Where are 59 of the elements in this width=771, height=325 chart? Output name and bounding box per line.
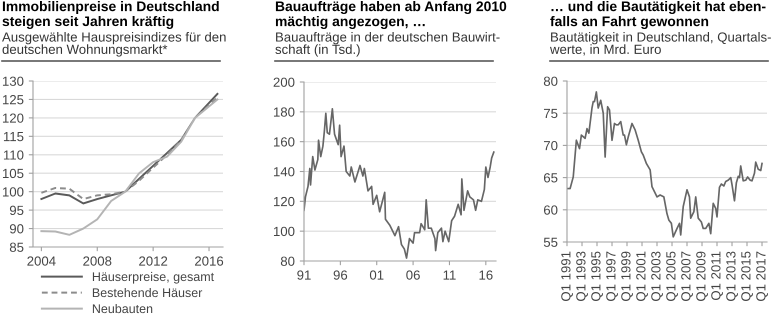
x-tick-label: Q1 2005 (666, 252, 678, 302)
x-tick-label: Q1 1997 (606, 252, 618, 302)
x-tick-label: Q1 2015 (741, 252, 753, 302)
y-tick-label: 200 (274, 78, 294, 87)
x-tick-label: 11 (444, 270, 456, 280)
y-tick-label: 120 (2, 113, 24, 123)
y-tick-label: 125 (2, 95, 24, 104)
y-tick-label: 70 (544, 140, 558, 150)
x-tick-label: Q1 1995 (591, 252, 603, 302)
y-tick-label: 100 (274, 226, 294, 236)
chart-subtitle: Ausgewählte Hauspreisindizes für den deutschen Wohnungsmarkt* (2, 32, 226, 57)
y-tick-label: 80 (280, 256, 294, 266)
y-tick-label: 100 (2, 187, 24, 197)
x-tick-label: Q1 2003 (651, 252, 663, 302)
x-tick-label: 91 (297, 270, 311, 280)
legend-label: Neubauten (92, 304, 152, 314)
x-tick-label: 2016 (195, 256, 224, 266)
x-tick-label: 06 (406, 270, 420, 280)
y-tick-label: 75 (544, 108, 558, 118)
line-series (567, 91, 763, 238)
x-tick-label: 96 (334, 270, 348, 280)
x-tick-label: Q1 2017 (756, 252, 768, 302)
y-tick-label: 120 (274, 196, 294, 206)
x-tick-label: Q1 2011 (711, 252, 723, 300)
y-tick-label: 65 (544, 173, 558, 183)
x-tick-label: 01 (370, 270, 384, 280)
x-tick-label: Q1 2013 (726, 252, 738, 302)
line-series (304, 108, 495, 259)
y-tick-label: 60 (544, 205, 558, 215)
x-tick-label: Q1 1991 (561, 252, 573, 302)
y-tick-label: 140 (274, 167, 294, 176)
y-tick-label: 115 (4, 132, 24, 142)
legend-label: Bestehende Häuser (92, 288, 202, 298)
y-tick-label: 95 (10, 206, 24, 216)
x-tick-label: 2008 (83, 256, 112, 266)
legend-label: Häuserpreise, gesamt (92, 272, 214, 284)
y-tick-label: 105 (2, 168, 24, 178)
x-tick-label: Q1 2001 (636, 252, 648, 302)
x-tick-label: Q1 1999 (621, 252, 633, 302)
y-tick-label: 55 (544, 238, 558, 247)
chart-subtitle: Bautätigkeit in Deutschland, Quartals- werte, in Mrd. Euro (550, 32, 771, 56)
x-tick-label: Q1 2009 (696, 252, 708, 302)
x-tick-label: Q1 1993 (576, 252, 588, 302)
x-tick-label: 2004 (27, 256, 56, 266)
x-tick-label: Q1 2007 (681, 252, 693, 302)
chart-title: … und die Bautätigkeit hat eben- falls an Fahrt gewonnen (550, 1, 766, 30)
x-tick-label: 2012 (139, 256, 168, 266)
y-tick-label: 110 (4, 150, 24, 160)
line-series (40, 98, 218, 236)
chart-title: Immobilienpreise in Deutschland steigen seit Jahren kräftig (2, 1, 219, 29)
y-tick-label: 80 (544, 76, 558, 86)
y-tick-label: 180 (274, 107, 294, 117)
chart-title: Bauaufträge haben ab Anfang 2010 mächtig angezogen, … (276, 1, 506, 30)
y-tick-label: 130 (2, 76, 24, 86)
y-tick-label: 160 (274, 137, 294, 147)
y-tick-label: 90 (10, 224, 24, 234)
y-tick-label: 85 (10, 242, 24, 252)
chart-subtitle: Bauaufträge in der deutschen Bauwirt- schaft (in Tsd.) (275, 32, 500, 57)
x-tick-label: 16 (479, 270, 493, 280)
